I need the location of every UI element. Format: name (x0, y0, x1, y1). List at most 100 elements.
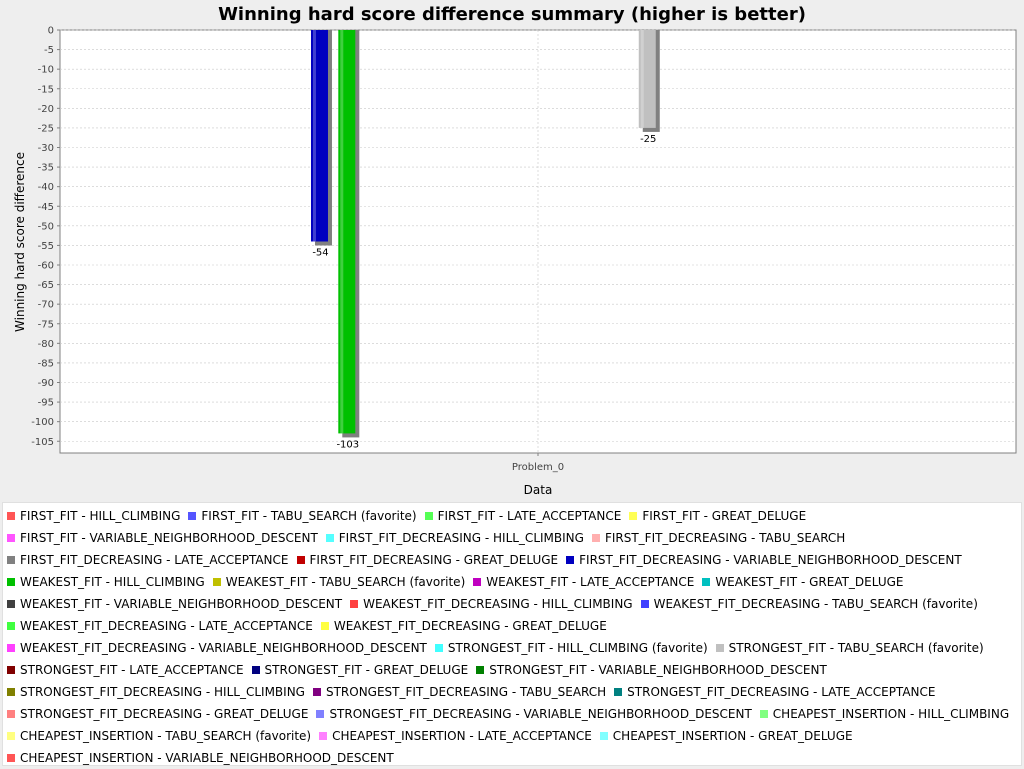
legend-swatch (212, 578, 221, 586)
legend-entry: STRONGEST_FIT_DECREASING - TABU_SEARCH (311, 685, 606, 699)
legend-entry: FIRST_FIT_DECREASING - LATE_ACCEPTANCE (5, 553, 289, 567)
bar-chart: Winning hard score difference summary (h… (13, 4, 1017, 497)
y-tick-label: -35 (38, 163, 54, 174)
legend-swatch (7, 688, 15, 696)
bar (638, 30, 656, 128)
legend-entry: STRONGEST_FIT - TABU_SEARCH (favorite) (714, 641, 984, 655)
legend-entry: STRONGEST_FIT_DECREASING - HILL_CLIMBING (5, 685, 305, 699)
legend-entry: FIRST_FIT_DECREASING - GREAT_DELUGE (295, 553, 558, 567)
chart-legend: FIRST_FIT - HILL_CLIMBING FIRST_FIT - TAB… (2, 502, 1022, 766)
legend-row: CHEAPEST_INSERTION - VARIABLE_NEIGHBORHO… (5, 747, 1021, 769)
y-tick-label: -10 (38, 65, 54, 76)
legend-label: STRONGEST_FIT - LATE_ACCEPTANCE (20, 663, 244, 677)
legend-swatch (7, 754, 15, 762)
legend-swatch (251, 666, 260, 674)
y-tick-label: -95 (38, 398, 54, 409)
y-tick-label: -75 (38, 319, 54, 330)
legend-label: FIRST_FIT - GREAT_DELUGE (642, 509, 807, 523)
legend-entry: CHEAPEST_INSERTION - VARIABLE_NEIGHBORHO… (5, 751, 394, 765)
legend-label: WEAKEST_FIT - TABU_SEARCH (favorite) (225, 575, 466, 589)
legend-entry: FIRST_FIT - VARIABLE_NEIGHBORHOOD_DESCEN… (5, 531, 318, 545)
bar-data-label: -103 (336, 439, 359, 450)
y-tick-label: -15 (38, 84, 54, 95)
legend-swatch (312, 688, 321, 696)
legend-entry: WEAKEST_FIT - HILL_CLIMBING (5, 575, 205, 589)
legend-row: WEAKEST_FIT - VARIABLE_NEIGHBORHOOD_DESC… (5, 593, 1021, 615)
legend-swatch (7, 600, 15, 608)
legend-row: STRONGEST_FIT_DECREASING - HILL_CLIMBING… (5, 681, 1021, 703)
legend-label: WEAKEST_FIT_DECREASING - LATE_ACCEPTANCE (20, 619, 313, 633)
y-tick-label: -5 (44, 45, 54, 56)
legend-swatch (434, 644, 443, 652)
y-tick-label: -70 (38, 300, 54, 311)
legend-label: CHEAPEST_INSERTION - TABU_SEARCH (favori… (20, 729, 312, 743)
bar-highlight (312, 30, 316, 242)
legend-label: WEAKEST_FIT - VARIABLE_NEIGHBORHOOD_DESC… (20, 597, 343, 611)
legend-entry: STRONGEST_FIT - LATE_ACCEPTANCE (5, 663, 244, 677)
legend-label: CHEAPEST_INSERTION - GREAT_DELUGE (612, 729, 853, 743)
legend-entry: WEAKEST_FIT_DECREASING - GREAT_DELUGE (319, 619, 607, 633)
legend-row: WEAKEST_FIT_DECREASING - LATE_ACCEPTANCE… (5, 615, 1021, 637)
legend-label: STRONGEST_FIT - TABU_SEARCH (favorite) (728, 641, 984, 655)
legend-label: STRONGEST_FIT_DECREASING - LATE_ACCEPTAN… (627, 685, 936, 699)
bar-highlight (640, 30, 644, 128)
legend-swatch (599, 732, 608, 740)
legend-entry: WEAKEST_FIT - TABU_SEARCH (favorite) (211, 575, 466, 589)
legend-label: STRONGEST_FIT_DECREASING - VARIABLE_NEIG… (329, 707, 752, 721)
legend-swatch (629, 512, 638, 520)
y-axis-label: Winning hard score difference (13, 152, 27, 332)
legend-row: STRONGEST_FIT_DECREASING - GREAT_DELUGE S… (5, 703, 1021, 725)
legend-entry: FIRST_FIT - GREAT_DELUGE (627, 509, 806, 523)
legend-label: STRONGEST_FIT_DECREASING - GREAT_DELUGE (20, 707, 309, 721)
legend-label: STRONGEST_FIT_DECREASING - TABU_SEARCH (325, 685, 607, 699)
legend-swatch (296, 556, 305, 564)
legend-row: FIRST_FIT_DECREASING - LATE_ACCEPTANCE FI… (5, 549, 1021, 571)
legend-row: CHEAPEST_INSERTION - TABU_SEARCH (favori… (5, 725, 1021, 747)
legend-entry: STRONGEST_FIT - GREAT_DELUGE (250, 663, 469, 677)
legend-swatch (7, 534, 15, 542)
legend-entry: CHEAPEST_INSERTION - GREAT_DELUGE (598, 729, 853, 743)
legend-swatch (320, 622, 329, 630)
y-tick-label: -20 (38, 104, 54, 115)
bar-data-label: -54 (312, 248, 328, 259)
legend-label: WEAKEST_FIT_DECREASING - TABU_SEARCH (fa… (653, 597, 978, 611)
y-tick-label: -80 (38, 339, 54, 350)
legend-label: FIRST_FIT_DECREASING - LATE_ACCEPTANCE (20, 553, 289, 567)
legend-entry: WEAKEST_FIT_DECREASING - LATE_ACCEPTANCE (5, 619, 313, 633)
legend-entry: FIRST_FIT_DECREASING - HILL_CLIMBING (324, 531, 584, 545)
legend-label: FIRST_FIT - TABU_SEARCH (favorite) (201, 509, 417, 523)
legend-entry: WEAKEST_FIT - GREAT_DELUGE (700, 575, 904, 589)
bar-highlight (340, 30, 344, 434)
legend-row: WEAKEST_FIT_DECREASING - VARIABLE_NEIGHB… (5, 637, 1021, 659)
legend-row: FIRST_FIT - VARIABLE_NEIGHBORHOOD_DESCEN… (5, 527, 1021, 549)
legend-entry: STRONGEST_FIT - VARIABLE_NEIGHBORHOOD_DE… (474, 663, 827, 677)
y-tick-label: -100 (31, 417, 54, 428)
legend-entry: FIRST_FIT_DECREASING - TABU_SEARCH (590, 531, 845, 545)
legend-entry: STRONGEST_FIT_DECREASING - VARIABLE_NEIG… (314, 707, 752, 721)
y-tick-label: -85 (38, 358, 54, 369)
legend-swatch (591, 534, 600, 542)
legend-entry: FIRST_FIT - HILL_CLIMBING (5, 509, 180, 523)
legend-swatch (566, 556, 575, 564)
legend-swatch (7, 512, 15, 520)
legend-swatch (476, 666, 485, 674)
legend-label: CHEAPEST_INSERTION - VARIABLE_NEIGHBORHO… (20, 751, 394, 765)
legend-swatch (7, 710, 15, 718)
legend-entry: CHEAPEST_INSERTION - LATE_ACCEPTANCE (317, 729, 592, 743)
bar (310, 30, 328, 242)
legend-label: STRONGEST_FIT - VARIABLE_NEIGHBORHOOD_DE… (489, 663, 827, 677)
legend-row: STRONGEST_FIT - LATE_ACCEPTANCE STRONGEST… (5, 659, 1021, 681)
legend-label: WEAKEST_FIT - HILL_CLIMBING (20, 575, 205, 589)
legend-swatch (7, 732, 15, 740)
bar-data-label: -25 (640, 134, 656, 145)
legend-row: WEAKEST_FIT - HILL_CLIMBING WEAKEST_FIT -… (5, 571, 1021, 593)
y-tick-label: -90 (38, 378, 54, 389)
legend-label: WEAKEST_FIT_DECREASING - VARIABLE_NEIGHB… (20, 641, 427, 655)
legend-label: FIRST_FIT_DECREASING - VARIABLE_NEIGHBOR… (579, 553, 962, 567)
legend-label: WEAKEST_FIT_DECREASING - GREAT_DELUGE (333, 619, 607, 633)
legend-swatch (614, 688, 623, 696)
legend-swatch (350, 600, 359, 608)
legend-label: STRONGEST_FIT - GREAT_DELUGE (264, 663, 469, 677)
y-tick-label: -55 (38, 241, 54, 252)
y-tick-label: -60 (38, 261, 54, 272)
